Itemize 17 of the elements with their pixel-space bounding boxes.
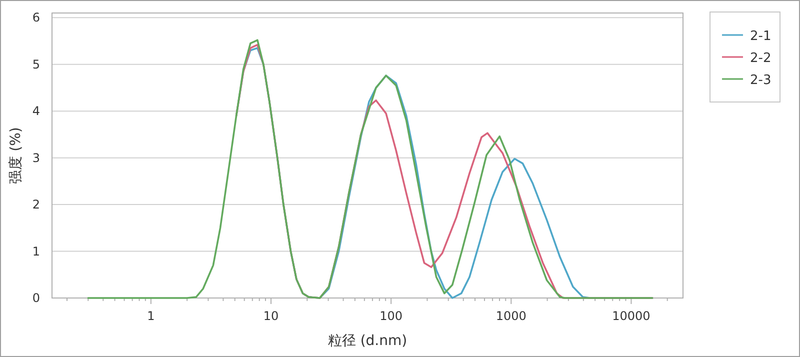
legend-label: 2-2	[750, 51, 772, 66]
x-tick-label: 10000	[612, 309, 650, 323]
x-tick-label: 100	[380, 309, 403, 323]
x-tick-label: 1	[147, 309, 155, 323]
y-tick-label: 3	[32, 150, 40, 165]
legend-label: 2-1	[750, 29, 772, 44]
y-tick-label: 6	[32, 10, 40, 25]
y-tick-label: 0	[32, 291, 40, 305]
legend-label: 2-3	[750, 73, 772, 88]
y-tick-label: 2	[32, 198, 40, 212]
y-tick-label: 4	[32, 104, 40, 118]
x-tick-label: 10	[263, 309, 279, 323]
y-tick-label: 5	[32, 57, 40, 72]
x-tick-label: 1000	[496, 309, 526, 323]
y-tick-label: 1	[32, 244, 40, 258]
x-axis-title: 粒径 (d.nm)	[328, 333, 408, 349]
y-axis-title: 强度 (%)	[8, 127, 24, 184]
